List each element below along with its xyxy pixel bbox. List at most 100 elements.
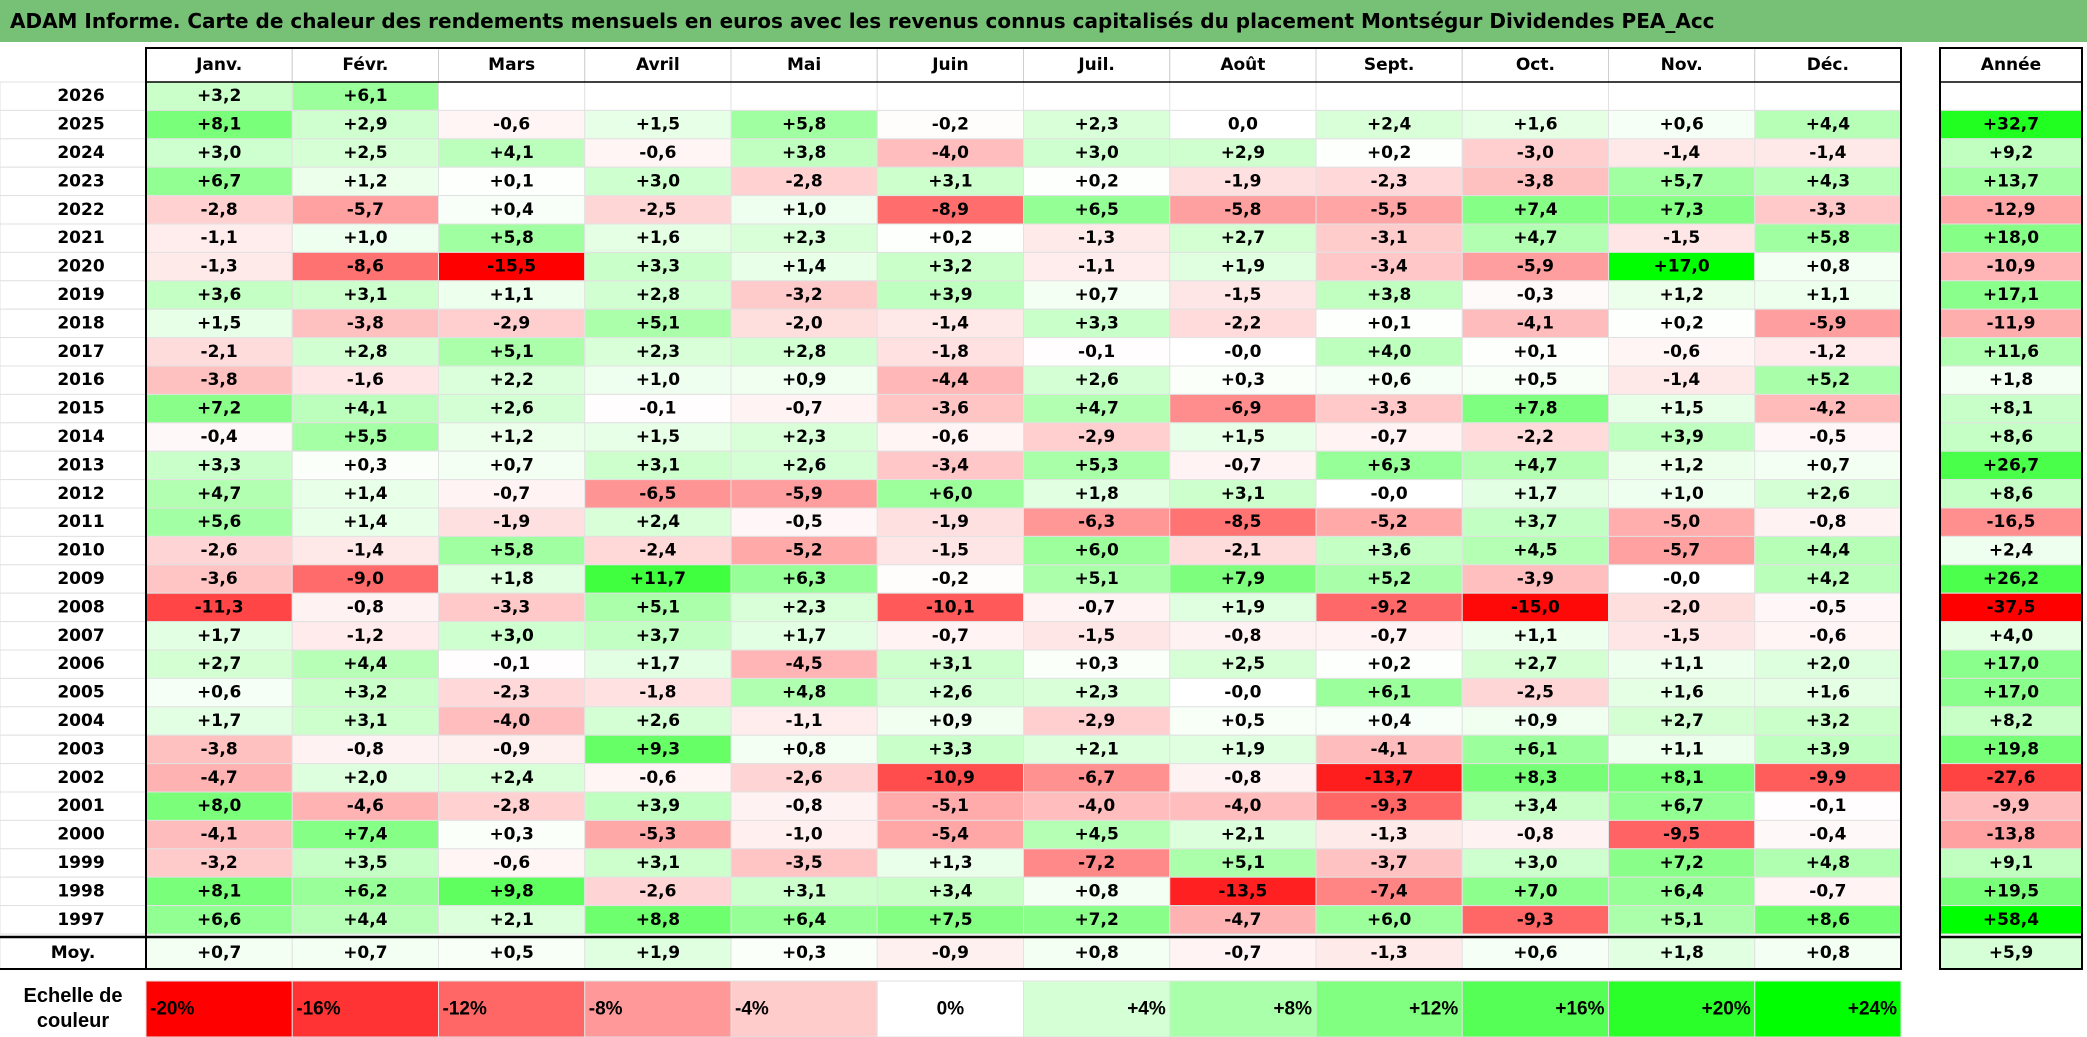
- annual-cell-value: +17,0: [1983, 683, 2039, 703]
- heatmap-cell: [1169, 109, 1317, 140]
- average-cell: [1608, 936, 1756, 970]
- heatmap-cell: [291, 734, 439, 765]
- heatmap-cell: [730, 337, 878, 367]
- heatmap-cell-value: +1,5: [1659, 399, 1703, 419]
- annual-cell-value: +11,6: [1983, 342, 2039, 362]
- heatmap-cell: [1608, 109, 1756, 140]
- year-label: 2007: [57, 626, 104, 646]
- annual-cell: [1939, 365, 2083, 395]
- heatmap-cell-value: -6,7: [1078, 768, 1115, 788]
- heatmap-cell-value: -3,0: [1517, 143, 1554, 163]
- heatmap-cell: [1461, 791, 1609, 821]
- annual-cell: [1939, 535, 2083, 566]
- heatmap-cell: [145, 109, 293, 140]
- heatmap-cell-value: +5,2: [1806, 370, 1850, 390]
- annual-cell-value: -12,9: [1987, 200, 2036, 220]
- heatmap-cell-value: +1,0: [636, 370, 681, 390]
- heatmap-cell: [584, 734, 732, 765]
- heatmap-cell-value: -4,2: [1809, 399, 1846, 419]
- annual-cell: [1939, 848, 2083, 878]
- heatmap-cell-value: -0,8: [347, 739, 384, 759]
- heatmap-cell-value: -2,9: [1078, 711, 1115, 731]
- heatmap-cell-value: -7,4: [1371, 881, 1408, 901]
- month-header-cell: [1608, 47, 1756, 83]
- heatmap-cell-value: -1,6: [347, 370, 384, 390]
- heatmap-cell-value: +6,7: [1659, 796, 1703, 816]
- heatmap-cell-value: +3,0: [1074, 143, 1119, 163]
- heatmap-cell-value: +0,9: [928, 711, 972, 731]
- heatmap-cell: [1608, 138, 1756, 168]
- heatmap-cell: [1315, 365, 1463, 395]
- heatmap-cell: [876, 479, 1024, 509]
- heatmap-cell-value: +4,8: [1806, 853, 1850, 873]
- annual-cell-value: +17,1: [1983, 285, 2039, 305]
- heatmap-cell-value: +1,8: [489, 569, 533, 589]
- heatmap-cell: [291, 848, 439, 878]
- year-label: 2006: [57, 654, 104, 674]
- heatmap-cell-value: -1,3: [1371, 825, 1408, 845]
- heatmap-cell-value: +3,0: [1513, 853, 1558, 873]
- heatmap-cell: [1608, 734, 1756, 765]
- heatmap-cell-value: -0,6: [493, 115, 530, 135]
- heatmap-cell: [145, 763, 293, 793]
- heatmap-cell-value: +6,4: [1659, 881, 1704, 901]
- heatmap-cell: [876, 535, 1024, 566]
- heatmap-cell: [876, 308, 1024, 339]
- heatmap-cell-value: +0,9: [782, 370, 826, 390]
- heatmap-cell-value: -4,5: [786, 654, 823, 674]
- heatmap-cell-value: +3,8: [1367, 285, 1411, 305]
- heatmap-cell: [1023, 280, 1171, 310]
- heatmap-cell: [291, 479, 439, 509]
- heatmap-cell-value: +6,6: [197, 910, 241, 930]
- heatmap-cell: [1169, 592, 1317, 623]
- heatmap-cell-value: +3,6: [1367, 541, 1411, 561]
- heatmap-cell: [1169, 876, 1317, 907]
- average-cell-value: +0,8: [1074, 943, 1118, 963]
- heatmap-cell: [1754, 791, 1902, 821]
- heatmap-cell-value: +1,6: [1659, 683, 1703, 703]
- annual-cell-value: -27,6: [1987, 768, 2036, 788]
- heatmap-cell-value: +0,4: [489, 200, 534, 220]
- heatmap-cell-value: -2,5: [639, 200, 676, 220]
- heatmap-cell-value: +8,8: [636, 910, 680, 930]
- heatmap-cell: [730, 649, 878, 679]
- heatmap-cell: [1754, 450, 1902, 481]
- year-label: 1997: [57, 910, 104, 930]
- heatmap-cell: [730, 905, 878, 935]
- heatmap-cell: [584, 450, 732, 481]
- average-cell-value: -0,7: [1224, 943, 1261, 963]
- year-label: 2026: [57, 86, 104, 106]
- heatmap-cell: [584, 876, 732, 907]
- heatmap-cell: [438, 905, 586, 935]
- heatmap-cell: [438, 223, 586, 253]
- heatmap-cell: [1461, 848, 1609, 878]
- heatmap-cell-value: +3,9: [1806, 739, 1850, 759]
- heatmap-cell-value: -2,8: [786, 171, 823, 191]
- heatmap-cell: [1608, 479, 1756, 509]
- heatmap-cell-value: -1,4: [347, 541, 384, 561]
- heatmap-cell-value: +3,0: [636, 171, 681, 191]
- heatmap-cell: [1608, 81, 1756, 111]
- heatmap-cell: [291, 450, 439, 481]
- heatmap-cell: [1461, 308, 1609, 339]
- scale-label: -16%: [296, 999, 340, 1020]
- heatmap-cell-value: +5,7: [1659, 171, 1703, 191]
- heatmap-cell-value: +1,5: [197, 313, 241, 333]
- heatmap-cell-value: -0,8: [1224, 626, 1261, 646]
- scale-label: -8%: [589, 999, 623, 1020]
- heatmap-cell-value: -1,3: [1078, 228, 1115, 248]
- scale-label: +20%: [1702, 999, 1751, 1020]
- annual-cell-value: +9,1: [1989, 853, 2033, 873]
- year-cell: [0, 592, 147, 623]
- heatmap-cell: [291, 677, 439, 708]
- year-cell: [0, 280, 147, 310]
- heatmap-cell-value: +5,1: [489, 342, 533, 362]
- heatmap-cell-value: +4,4: [1806, 115, 1851, 135]
- heatmap-cell-value: +2,6: [1806, 484, 1850, 504]
- year-label: 2010: [57, 541, 104, 561]
- annual-cell-value: +8,6: [1989, 427, 2033, 447]
- heatmap-cell-value: +2,8: [782, 342, 826, 362]
- heatmap-cell-value: -5,9: [1809, 313, 1846, 333]
- heatmap-cell: [1608, 280, 1756, 310]
